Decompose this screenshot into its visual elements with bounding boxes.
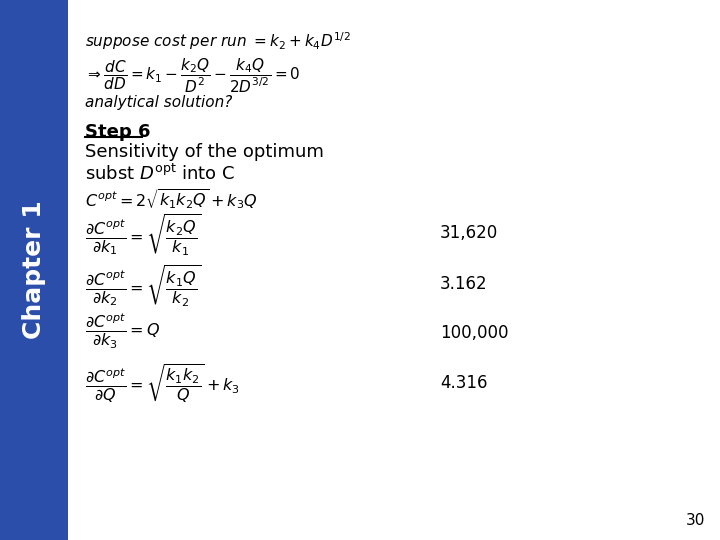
Text: $\Rightarrow \dfrac{dC}{dD} = k_1 - \dfrac{k_2 Q}{D^2} - \dfrac{k_4 Q}{2D^{3/2}}: $\Rightarrow \dfrac{dC}{dD} = k_1 - \dfr… <box>85 57 300 95</box>
Text: $\dfrac{\partial C^{opt}}{\partial k_1} = \sqrt{\dfrac{k_2 Q}{k_1}}$: $\dfrac{\partial C^{opt}}{\partial k_1} … <box>85 212 201 258</box>
Text: analytical solution?: analytical solution? <box>85 95 233 110</box>
Text: 31,620: 31,620 <box>440 224 498 242</box>
Text: $C^{opt} = 2\sqrt{k_1 k_2 Q} + k_3 Q$: $C^{opt} = 2\sqrt{k_1 k_2 Q} + k_3 Q$ <box>85 187 258 211</box>
Text: 4.316: 4.316 <box>440 374 487 392</box>
Text: $\dfrac{\partial C^{opt}}{\partial Q} = \sqrt{\dfrac{k_1 k_2}{Q}} + k_3$: $\dfrac{\partial C^{opt}}{\partial Q} = … <box>85 362 240 405</box>
Text: $\dfrac{\partial C^{opt}}{\partial k_2} = \sqrt{\dfrac{k_1 Q}{k_2}}$: $\dfrac{\partial C^{opt}}{\partial k_2} … <box>85 263 201 309</box>
Text: Chapter 1: Chapter 1 <box>22 201 46 339</box>
Text: subst $D^{\mathrm{opt}}$ into C: subst $D^{\mathrm{opt}}$ into C <box>85 164 235 184</box>
Text: 100,000: 100,000 <box>440 324 508 342</box>
Text: 3.162: 3.162 <box>440 275 487 293</box>
Text: Step 6: Step 6 <box>85 123 150 141</box>
FancyBboxPatch shape <box>0 0 68 540</box>
Text: suppose cost per run $= k_2 + k_4 D^{1/2}$: suppose cost per run $= k_2 + k_4 D^{1/2… <box>85 30 351 52</box>
Text: $\dfrac{\partial C^{opt}}{\partial k_3} = Q$: $\dfrac{\partial C^{opt}}{\partial k_3} … <box>85 312 160 352</box>
Text: 30: 30 <box>685 513 705 528</box>
Text: Sensitivity of the optimum: Sensitivity of the optimum <box>85 143 324 161</box>
